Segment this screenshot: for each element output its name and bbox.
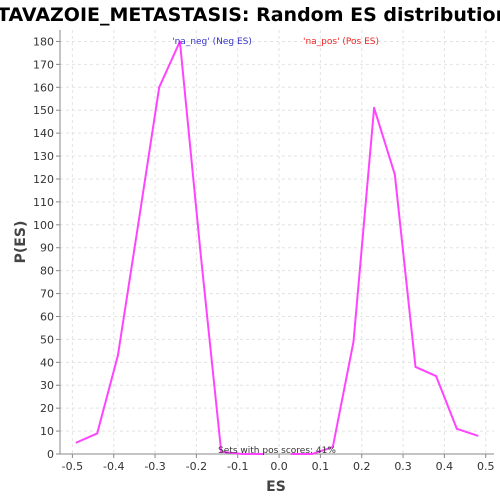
y-tick-label: 160 xyxy=(33,81,54,94)
series-line-1 xyxy=(291,106,478,455)
pos-scores-annotation: Sets with pos scores: 41% xyxy=(218,446,336,456)
data-point xyxy=(199,251,202,254)
data-point xyxy=(137,221,140,224)
x-tick-label: 0.3 xyxy=(394,460,412,473)
data-point xyxy=(178,40,181,43)
data-point xyxy=(96,432,99,435)
y-tick-label: 150 xyxy=(33,104,54,117)
legend-pos-es: 'na_pos' (Pos ES) xyxy=(303,37,379,47)
x-tick-label: 0.4 xyxy=(436,460,454,473)
y-tick-label: 50 xyxy=(40,333,54,346)
y-axis-label: P(ES) xyxy=(13,221,29,264)
legend-neg-es: 'na_neg' (Neg ES) xyxy=(172,37,252,47)
x-tick-label: 0.0 xyxy=(270,460,288,473)
y-tick-label: 140 xyxy=(33,127,54,140)
data-point xyxy=(116,354,119,357)
y-tick-label: 0 xyxy=(47,448,54,461)
x-tick-label: 0.5 xyxy=(477,460,495,473)
y-tick-label: 70 xyxy=(40,288,54,301)
y-tick-label: 110 xyxy=(33,196,54,209)
data-point xyxy=(352,340,355,343)
x-tick-label: -0.4 xyxy=(103,460,124,473)
x-tick-label: 0.2 xyxy=(353,460,371,473)
data-point xyxy=(455,427,458,430)
y-tick-label: 30 xyxy=(40,379,54,392)
data-point xyxy=(476,434,479,437)
y-tick-label: 90 xyxy=(40,242,54,255)
data-point xyxy=(373,106,376,109)
x-tick-label: -0.1 xyxy=(227,460,248,473)
x-tick-label: -0.5 xyxy=(62,460,83,473)
series-line-0 xyxy=(76,40,263,455)
data-point xyxy=(75,441,78,444)
plot-area xyxy=(60,30,494,454)
y-axis-ticks: 0 10 20 30 40 50 60 70 80 90 100 110 120 130 140 150 160… xyxy=(33,35,60,461)
x-tick-label: -0.3 xyxy=(144,460,165,473)
data-point xyxy=(240,453,243,455)
y-tick-label: 80 xyxy=(40,265,54,278)
x-tick-label: -0.2 xyxy=(186,460,207,473)
data-point xyxy=(414,365,417,368)
x-axis-label: ES xyxy=(266,479,286,495)
axes xyxy=(59,30,494,455)
data-point xyxy=(311,453,314,455)
x-tick-label: 0.1 xyxy=(312,460,330,473)
y-tick-label: 40 xyxy=(40,356,54,369)
y-tick-label: 170 xyxy=(33,58,54,71)
y-tick-label: 20 xyxy=(40,402,54,415)
y-tick-label: 60 xyxy=(40,310,54,323)
data-point xyxy=(290,453,293,455)
y-tick-label: 10 xyxy=(40,425,54,438)
y-tick-label: 100 xyxy=(33,219,54,232)
data-point xyxy=(158,86,161,89)
data-point xyxy=(435,375,438,378)
data-point xyxy=(261,453,264,455)
x-axis-ticks: -0.5 -0.4 -0.3 -0.2 -0.1 0.0 0.1 0.2 0.3 0.4 0.5 xyxy=(62,454,495,473)
chart-title: TAVAZOIE_METASTASIS: Random ES distribut… xyxy=(0,4,500,26)
y-tick-label: 180 xyxy=(33,35,54,48)
data-point xyxy=(331,446,334,449)
y-tick-label: 120 xyxy=(33,173,54,186)
y-tick-label: 130 xyxy=(33,150,54,163)
data-point xyxy=(393,173,396,176)
series-lines xyxy=(75,40,479,455)
data-point xyxy=(220,450,223,453)
